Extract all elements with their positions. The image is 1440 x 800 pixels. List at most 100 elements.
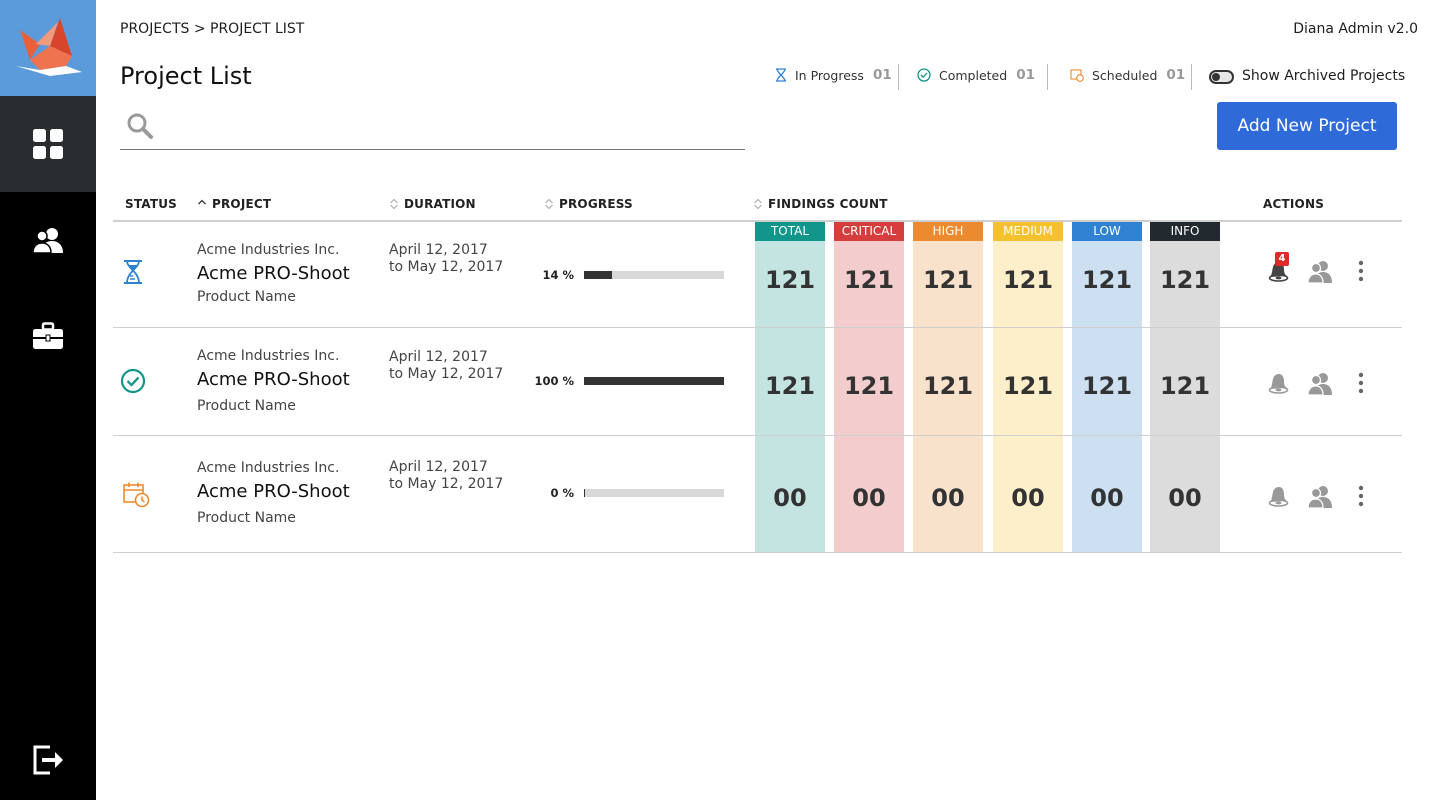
progress-bar-fill <box>584 271 612 279</box>
date-to: to May 12, 2017 <box>389 259 504 275</box>
findings-column-info: INFO 121 121 00 <box>1150 222 1220 552</box>
stat-completed[interactable]: Completed 01 <box>917 67 1035 83</box>
team-button[interactable] <box>1306 482 1334 510</box>
add-new-project-button[interactable]: Add New Project <box>1217 102 1397 150</box>
notifications-button[interactable] <box>1264 482 1292 510</box>
findings-value: 121 <box>1081 372 1133 400</box>
notifications-button[interactable] <box>1264 369 1292 397</box>
progress-label: 14 % <box>542 268 574 282</box>
stat-label: In Progress <box>795 67 864 83</box>
stat-count: 01 <box>1166 67 1186 83</box>
product-name: Product Name <box>197 510 296 526</box>
findings-value: 121 <box>1159 372 1211 400</box>
findings-column-total: TOTAL 121 121 00 <box>755 222 825 552</box>
column-header-findings[interactable]: FINDINGS COUNT <box>753 197 888 211</box>
stat-divider <box>1047 64 1048 90</box>
app-version: Diana Admin v2.0 <box>1293 21 1418 37</box>
date-from: April 12, 2017 <box>389 459 488 475</box>
stat-label: Scheduled <box>1092 67 1158 83</box>
bell-icon <box>1268 374 1289 394</box>
findings-value: 00 <box>1011 484 1045 512</box>
sidebar-item-users[interactable] <box>0 192 96 288</box>
findings-value: 00 <box>1090 484 1124 512</box>
dashboard-icon <box>33 129 63 159</box>
date-to: to May 12, 2017 <box>389 366 504 382</box>
more-options-button[interactable] <box>1347 369 1375 397</box>
project-name[interactable]: Acme PRO-Shoot <box>197 369 350 390</box>
progress-bar <box>584 271 724 279</box>
more-vertical-icon <box>1358 260 1364 282</box>
column-header-actions: ACTIONS <box>1263 197 1325 211</box>
more-vertical-icon <box>1358 485 1364 507</box>
progress-label: 0 % <box>550 486 574 500</box>
bell-icon <box>1268 487 1289 507</box>
archived-toggle[interactable] <box>1209 70 1234 84</box>
team-icon <box>1307 261 1332 283</box>
sidebar-item-dashboard[interactable] <box>0 96 96 192</box>
findings-value: 121 <box>764 266 816 294</box>
sort-asc-icon <box>198 199 206 210</box>
findings-column-critical: CRITICAL 121 121 00 <box>834 222 904 552</box>
team-button[interactable] <box>1306 369 1334 397</box>
hourglass-icon <box>776 68 786 82</box>
column-header-label: FINDINGS COUNT <box>768 197 888 211</box>
fox-logo[interactable] <box>0 0 96 96</box>
logout-icon <box>33 745 63 775</box>
findings-header-high: HIGH <box>913 222 983 241</box>
stat-divider <box>898 64 899 90</box>
column-header-label: DURATION <box>404 197 476 211</box>
client-name: Acme Industries Inc. <box>197 460 340 476</box>
column-header-duration[interactable]: DURATION <box>389 197 476 211</box>
more-options-button[interactable] <box>1347 482 1375 510</box>
findings-header-low: LOW <box>1072 222 1142 241</box>
search-input[interactable] <box>164 111 734 143</box>
findings-value: 00 <box>773 484 807 512</box>
more-options-button[interactable] <box>1347 257 1375 285</box>
sort-icon <box>754 198 762 210</box>
column-header-label: PROJECT <box>212 197 272 211</box>
stat-in-progress[interactable]: In Progress 01 <box>775 67 892 83</box>
product-name: Product Name <box>197 289 296 305</box>
check-circle-icon <box>917 68 931 82</box>
findings-header-critical: CRITICAL <box>834 222 904 241</box>
search-icon <box>127 113 153 139</box>
column-header-project[interactable]: PROJECT <box>197 197 271 211</box>
findings-value: 121 <box>922 266 974 294</box>
sidebar-item-logout[interactable] <box>0 712 96 800</box>
client-name: Acme Industries Inc. <box>197 242 340 258</box>
project-name[interactable]: Acme PRO-Shoot <box>197 263 350 284</box>
column-header-progress[interactable]: PROGRESS <box>544 197 633 211</box>
findings-value: 121 <box>1159 266 1211 294</box>
team-button[interactable] <box>1306 257 1334 285</box>
status-in-progress-icon <box>122 259 144 289</box>
briefcase-icon <box>33 322 63 349</box>
row-divider <box>113 552 1402 553</box>
team-icon <box>1307 373 1332 395</box>
findings-column-medium: MEDIUM 121 121 00 <box>993 222 1063 552</box>
project-name[interactable]: Acme PRO-Shoot <box>197 481 350 502</box>
findings-value: 121 <box>922 372 974 400</box>
archived-toggle-label: Show Archived Projects <box>1242 68 1406 84</box>
findings-header-medium: MEDIUM <box>993 222 1063 241</box>
sidebar <box>0 0 96 800</box>
progress-bar-fill <box>584 377 724 385</box>
sort-icon <box>545 198 553 210</box>
notification-badge: 4 <box>1275 252 1289 266</box>
findings-value: 121 <box>1002 266 1054 294</box>
findings-value: 00 <box>931 484 965 512</box>
users-icon <box>32 228 63 254</box>
breadcrumb[interactable]: PROJECTS > PROJECT LIST <box>120 21 305 37</box>
stat-count: 01 <box>1016 67 1035 83</box>
findings-value: 00 <box>1168 484 1202 512</box>
team-icon <box>1307 486 1332 508</box>
status-completed-icon <box>120 368 146 398</box>
progress-bar-fill <box>584 489 586 497</box>
findings-value: 121 <box>843 266 895 294</box>
findings-value: 121 <box>1081 266 1133 294</box>
status-scheduled-icon <box>122 481 150 513</box>
progress-label: 100 % <box>534 374 574 388</box>
stat-scheduled[interactable]: Scheduled 01 <box>1070 67 1185 83</box>
client-name: Acme Industries Inc. <box>197 348 340 364</box>
sidebar-item-projects[interactable] <box>0 288 96 384</box>
findings-header-total: TOTAL <box>755 222 825 241</box>
